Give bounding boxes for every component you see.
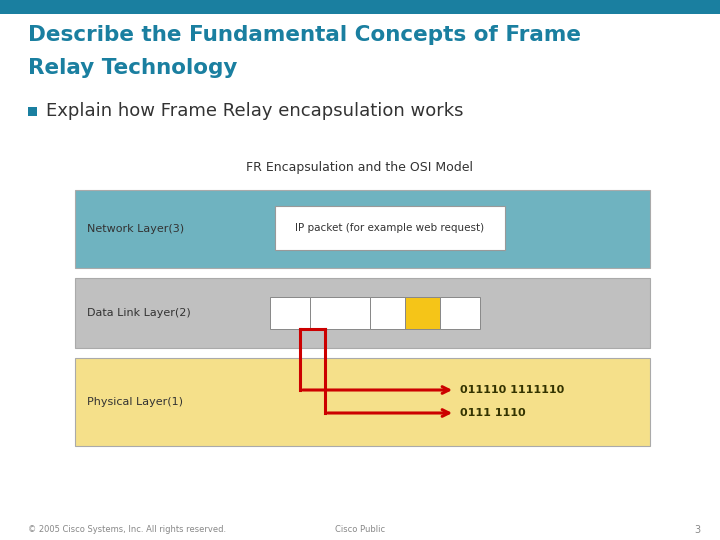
Bar xyxy=(440,297,480,329)
Bar xyxy=(75,358,650,446)
Text: Flag: Flag xyxy=(450,308,470,318)
Text: Describe the Fundamental Concepts of Frame: Describe the Fundamental Concepts of Fra… xyxy=(28,25,581,45)
Bar xyxy=(270,297,310,329)
Text: Cisco Public: Cisco Public xyxy=(335,525,385,535)
Text: FR Encapsulation and the OSI Model: FR Encapsulation and the OSI Model xyxy=(246,161,474,174)
Text: © 2005 Cisco Systems, Inc. All rights reserved.: © 2005 Cisco Systems, Inc. All rights re… xyxy=(28,525,226,535)
Bar xyxy=(405,297,440,329)
Bar xyxy=(75,278,650,348)
Text: 3: 3 xyxy=(694,525,700,535)
Text: Flag: Flag xyxy=(280,308,300,318)
Text: Data: Data xyxy=(376,308,400,318)
Text: Physical Layer(1): Physical Layer(1) xyxy=(87,397,183,407)
Bar xyxy=(370,297,405,329)
Bar xyxy=(28,107,37,116)
Bar xyxy=(310,297,370,329)
Text: Address: Address xyxy=(320,308,359,318)
Text: 0111 1110: 0111 1110 xyxy=(460,408,526,418)
Bar xyxy=(0,0,720,14)
Text: IP packet (for example web request): IP packet (for example web request) xyxy=(295,223,485,233)
Text: FCS: FCS xyxy=(413,308,432,318)
Text: 011110 1111110: 011110 1111110 xyxy=(460,385,564,395)
Text: Relay Technology: Relay Technology xyxy=(28,58,238,78)
Text: Network Layer(3): Network Layer(3) xyxy=(87,224,184,234)
Text: Data Link Layer(2): Data Link Layer(2) xyxy=(87,308,191,318)
Text: Explain how Frame Relay encapsulation works: Explain how Frame Relay encapsulation wo… xyxy=(46,103,464,120)
Bar xyxy=(275,206,505,250)
Bar xyxy=(75,190,650,268)
